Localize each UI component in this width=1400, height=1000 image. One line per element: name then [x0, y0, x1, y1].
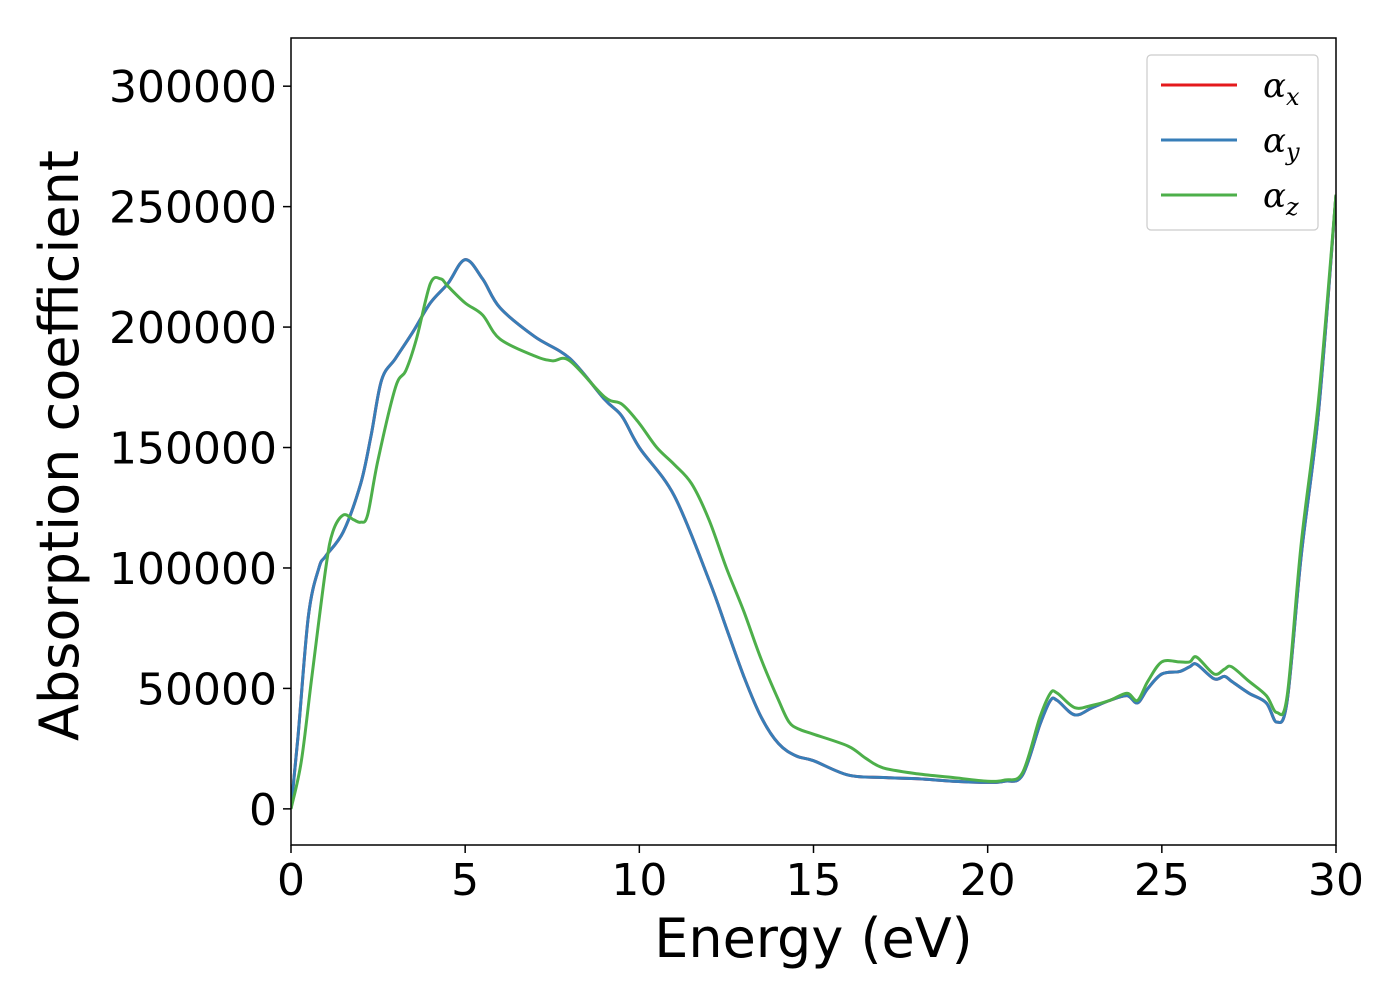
y-axis-title: Absorption coefficient: [28, 150, 91, 741]
legend-symbol: α: [1263, 176, 1286, 216]
y-tick-label: 100000: [109, 544, 277, 595]
x-tick-label: 10: [611, 855, 667, 906]
y-tick-label: 300000: [109, 62, 277, 113]
x-tick-label: 20: [960, 855, 1016, 906]
legend-subscript: z: [1285, 193, 1299, 221]
x-tick-label: 0: [277, 855, 305, 906]
legend-symbol: α: [1263, 121, 1286, 161]
legend-subscript: x: [1286, 83, 1300, 111]
x-tick-label: 5: [451, 855, 479, 906]
y-tick-label: 250000: [109, 183, 277, 234]
legend-label-alpha-y: αy: [1263, 121, 1300, 166]
legend-label-alpha-z: αz: [1263, 176, 1299, 221]
y-tick-label: 50000: [137, 664, 277, 715]
legend-box: [1146, 54, 1319, 231]
series-line-alpha-z: [291, 194, 1336, 810]
plot-frame: [290, 37, 1337, 846]
x-tick-label: 30: [1308, 855, 1364, 906]
tick-layer: 0 5 10 15 20 25 30 0 50000 100000 150000 200000 2500…: [109, 62, 1364, 906]
y-tick-label: 0: [249, 785, 277, 836]
y-tick-label: 200000: [109, 303, 277, 354]
x-tick-label: 15: [786, 855, 842, 906]
y-tick-label: 150000: [109, 424, 277, 475]
legend-label-alpha-x: αx: [1263, 66, 1300, 111]
legend-subscript: y: [1285, 138, 1300, 166]
x-axis-title: Energy (eV): [654, 907, 973, 970]
series-layer: [291, 194, 1336, 810]
legend-symbol: α: [1263, 66, 1286, 106]
series-line-alpha-y: [291, 194, 1336, 810]
x-tick-label: 25: [1134, 855, 1190, 906]
